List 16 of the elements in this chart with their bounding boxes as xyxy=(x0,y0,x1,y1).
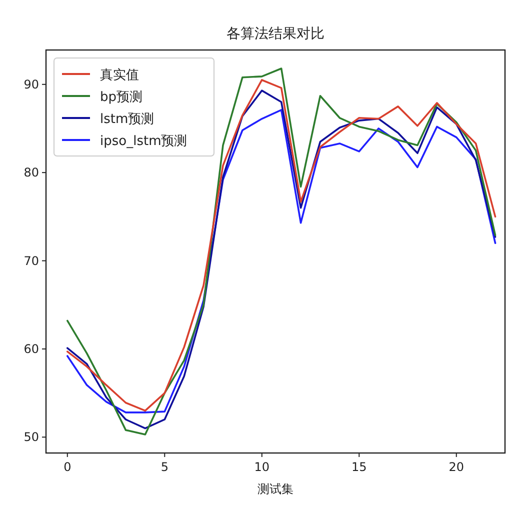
legend-label: 真实值 xyxy=(100,68,139,83)
x-tick-label: 15 xyxy=(351,460,367,474)
y-tick-label: 80 xyxy=(24,166,39,180)
x-axis-title: 测试集 xyxy=(258,482,294,496)
x-tick-label: 10 xyxy=(254,460,270,474)
x-tick-label: 20 xyxy=(448,460,464,474)
legend-label: ipso_lstm预测 xyxy=(100,134,188,149)
legend-label: lstm预测 xyxy=(100,112,154,127)
x-tick-label: 5 xyxy=(160,460,168,474)
y-tick-label: 60 xyxy=(24,342,39,356)
legend-label: bp预测 xyxy=(100,90,143,105)
chart-title: 各算法结果对比 xyxy=(226,26,324,42)
x-tick-label: 0 xyxy=(64,460,72,474)
y-tick-label: 70 xyxy=(24,254,39,268)
y-tick-label: 90 xyxy=(24,77,39,92)
y-tick-label: 50 xyxy=(24,430,39,444)
